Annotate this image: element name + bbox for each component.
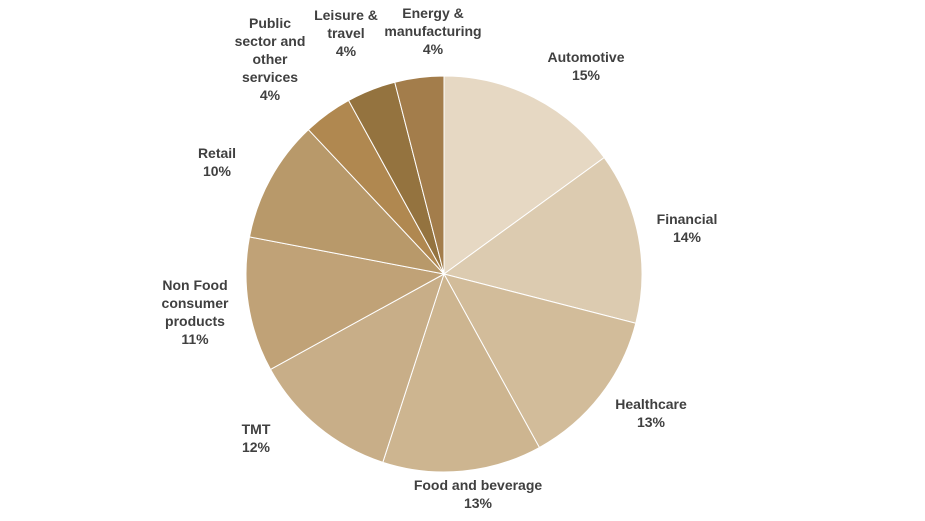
slice-label-line: consumer: [162, 295, 229, 311]
slice-label-financial: Financial 14%: [657, 211, 718, 245]
slice-label-line: sector and: [235, 33, 306, 49]
slice-label-line: Healthcare: [615, 396, 687, 412]
pie-slice-non-food-consumer-products: [245, 236, 446, 371]
slice-percent: 13%: [464, 495, 493, 511]
slice-label-line: Non Food: [162, 277, 227, 293]
pie-slice-tmt: [269, 272, 445, 463]
slice-labels: Automotive 15%Financial 14%Healthcare 13%Fo…: [162, 5, 718, 511]
slice-percent: 11%: [181, 331, 209, 347]
slice-percent: 10%: [203, 163, 232, 179]
slice-label-automotive: Automotive 15%: [548, 49, 625, 83]
slice-label-retail: Retail 10%: [198, 145, 236, 179]
slice-label-line: TMT: [242, 421, 271, 437]
pie-slice-energy-and-manufacturing: [394, 75, 445, 275]
slice-label-healthcare: Healthcare 13%: [615, 396, 687, 430]
slice-label-line: Leisure &: [314, 7, 378, 23]
slice-percent: 4%: [336, 43, 357, 59]
slice-percent: 14%: [673, 229, 702, 245]
slice-label-line: products: [165, 313, 225, 329]
slice-label-line: Financial: [657, 211, 718, 227]
slice-label-line: Energy &: [402, 5, 463, 21]
slice-label-line: Retail: [198, 145, 236, 161]
slice-label-tmt: TMT 12%: [242, 421, 271, 455]
pie-slice-retail: [248, 128, 446, 275]
slice-percent: 4%: [423, 41, 444, 57]
slice-label-line: Automotive: [548, 49, 625, 65]
slice-label-public-sector-and-other-services: Public sector and other services 4%: [235, 15, 306, 103]
pie-slice-automotive: [443, 75, 605, 275]
slice-percent: 4%: [260, 87, 281, 103]
slice-label-food-and-beverage: Food and beverage 13%: [414, 477, 543, 511]
slice-label-line: travel: [327, 25, 364, 41]
slice-label-line: Public: [249, 15, 291, 31]
pie-slice-healthcare: [443, 273, 637, 449]
slice-label-line: services: [242, 69, 298, 85]
slice-label-line: Food and beverage: [414, 477, 543, 493]
slice-percent: 12%: [242, 439, 271, 455]
slice-label-line: other: [253, 51, 289, 67]
slice-label-line: manufacturing: [384, 23, 481, 39]
slice-label-leisure-and-travel: Leisure & travel 4%: [314, 7, 378, 59]
slice-label-energy-and-manufacturing: Energy & manufacturing 4%: [384, 5, 481, 57]
slice-percent: 13%: [637, 414, 666, 430]
slice-label-non-food-consumer-products: Non Food consumer products 11%: [162, 277, 229, 347]
slice-percent: 15%: [572, 67, 601, 83]
pie-slices: [245, 75, 643, 473]
pie-slice-food-and-beverage: [382, 272, 541, 473]
pie-slice-financial: [442, 156, 643, 324]
